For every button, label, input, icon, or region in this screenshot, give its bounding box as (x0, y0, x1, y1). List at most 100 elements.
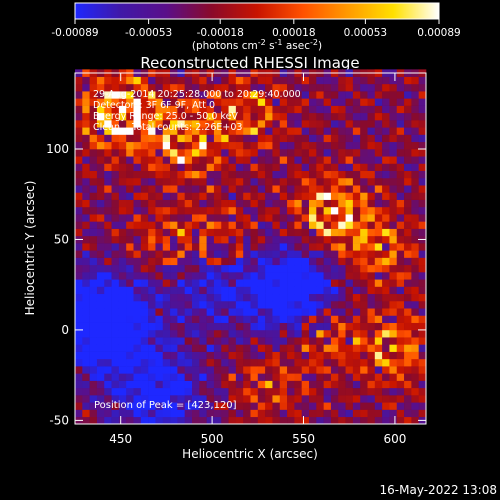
heatmap-cell (199, 329, 207, 338)
heatmap-cell (199, 177, 207, 186)
heatmap-cell (309, 228, 317, 237)
heatmap-cell (96, 170, 105, 179)
heatmap-cell (235, 192, 244, 200)
heatmap-cell (162, 91, 171, 99)
heatmap-cell (104, 315, 112, 323)
heatmap-cell (287, 91, 295, 99)
heatmap-cell (126, 250, 134, 258)
heatmap-cell (316, 351, 324, 360)
heatmap-cell (75, 286, 83, 295)
heatmap-cell (360, 308, 368, 316)
heatmap-cell (155, 127, 164, 135)
heatmap-cell (140, 120, 149, 128)
heatmap-cell (235, 98, 244, 106)
heatmap-cell (213, 279, 222, 287)
heatmap-cell (352, 351, 361, 360)
heatmap-cell (213, 373, 222, 381)
heatmap-cell (418, 358, 427, 367)
heatmap-cell (404, 98, 412, 106)
heatmap-cell (243, 264, 251, 273)
heatmap-cell (345, 366, 354, 374)
heatmap-cell (206, 228, 215, 237)
heatmap-cell (338, 286, 346, 295)
heatmap-cell (235, 264, 244, 273)
heatmap-cell (89, 127, 98, 135)
heatmap-cell (126, 83, 134, 92)
heatmap-cell (118, 141, 127, 150)
heatmap-cell (287, 105, 295, 114)
heatmap-cell (206, 120, 215, 128)
heatmap-cell (272, 315, 281, 323)
heatmap-cell (111, 192, 120, 200)
heatmap-cell (192, 83, 200, 92)
heatmap-cell (382, 380, 390, 389)
heatmap-cell (279, 177, 288, 186)
heatmap-cell (330, 257, 339, 266)
heatmap-cell (170, 185, 178, 193)
heatmap-cell (243, 163, 251, 171)
heatmap-cell (206, 83, 215, 92)
heatmap-cell (89, 308, 98, 316)
heatmap-cell (82, 148, 90, 157)
heatmap-cell (338, 293, 346, 302)
heatmap-cell (367, 257, 376, 266)
heatmap-cell (265, 409, 273, 418)
heatmap-cell (243, 366, 251, 374)
heatmap-cell (382, 228, 390, 237)
heatmap-cell (111, 395, 120, 403)
heatmap-cell (345, 105, 354, 114)
heatmap-cell (294, 337, 302, 345)
heatmap-cell (162, 163, 171, 171)
heatmap-cell (96, 315, 105, 323)
heatmap-cell (272, 170, 281, 179)
heatmap-cell (170, 112, 178, 121)
heatmap-cell (389, 76, 398, 85)
heatmap-cell (221, 120, 229, 128)
heatmap-cell (279, 120, 288, 128)
heatmap-cell (111, 141, 120, 150)
heatmap-cell (418, 322, 427, 331)
heatmap-cell (118, 279, 127, 287)
heatmap-cell (192, 337, 200, 345)
heatmap-cell (360, 380, 368, 389)
heatmap-cell (228, 279, 237, 287)
heatmap-cell (118, 228, 127, 237)
heatmap-cell (89, 83, 98, 92)
heatmap-cell (316, 214, 324, 222)
heatmap-cell (345, 83, 354, 92)
heatmap-cell (294, 185, 302, 193)
heatmap-cell (155, 351, 164, 360)
heatmap-cell (96, 134, 105, 143)
heatmap-cell (360, 170, 368, 179)
heatmap-cell (155, 402, 164, 410)
heatmap-cell (411, 395, 419, 403)
heatmap-cell (352, 134, 361, 143)
heatmap-cell (301, 308, 310, 316)
heatmap-cell (235, 134, 244, 143)
heatmap-cell (213, 300, 222, 309)
heatmap-cell (75, 156, 83, 164)
heatmap-cell (155, 134, 164, 143)
heatmap-cell (206, 214, 215, 222)
heatmap-cell (360, 373, 368, 381)
heatmap-cell (82, 235, 90, 244)
heatmap-cell (126, 315, 134, 323)
heatmap-cell (133, 300, 142, 309)
heatmap-cell (118, 177, 127, 186)
heatmap-cell (374, 293, 383, 302)
heatmap-cell (126, 243, 134, 251)
heatmap-cell (75, 83, 83, 92)
heatmap-cell (404, 387, 412, 396)
heatmap-cell (257, 315, 266, 323)
heatmap-cell (111, 344, 120, 352)
heatmap-cell (140, 91, 149, 99)
heatmap-cell (96, 380, 105, 389)
heatmap-cell (316, 163, 324, 171)
heatmap-cell (265, 293, 273, 302)
heatmap-cell (199, 120, 207, 128)
heatmap-cell (118, 185, 127, 193)
heatmap-cell (287, 272, 295, 280)
heatmap-cell (345, 272, 354, 280)
heatmap-cell (140, 329, 149, 338)
heatmap-cell (250, 402, 259, 410)
